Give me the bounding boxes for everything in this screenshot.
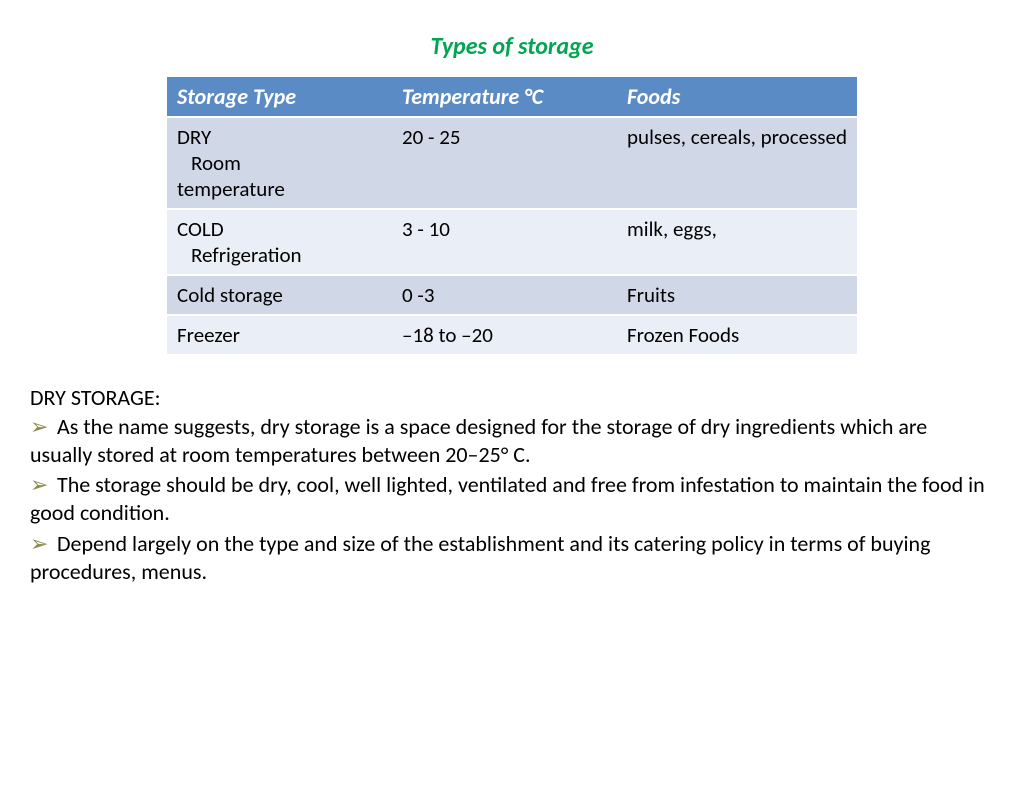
dry-storage-section: DRY STORAGE: ➢ As the name suggests, dry… <box>30 384 994 586</box>
list-item: ➢ The storage should be dry, cool, well … <box>30 471 994 527</box>
cell-temperature: 0 -3 <box>392 276 617 314</box>
table-row: Cold storage0 -3Fruits <box>167 276 857 314</box>
cell-temperature: –18 to –20 <box>392 316 617 354</box>
list-item: ➢ As the name suggests, dry storage is a… <box>30 413 994 469</box>
bullet-text: The storage should be dry, cool, well li… <box>30 471 985 526</box>
cell-temperature: 3 - 10 <box>392 210 617 274</box>
cell-foods: milk, eggs, <box>617 210 857 274</box>
cell-storage-type: Freezer <box>167 316 392 354</box>
column-header: Foods <box>617 77 857 116</box>
list-item: ➢ Depend largely on the type and size of… <box>30 530 994 586</box>
page-title: Types of storage <box>0 32 1024 61</box>
bullet-list: ➢ As the name suggests, dry storage is a… <box>30 413 994 586</box>
bullet-arrow-icon: ➢ <box>30 413 52 441</box>
cell-foods: Frozen Foods <box>617 316 857 354</box>
table-row: DRYRoomtemperature20 - 25pulses, cereals… <box>167 118 857 208</box>
column-header: Storage Type <box>167 77 392 116</box>
column-header: Temperature °C <box>392 77 617 116</box>
cell-temperature: 20 - 25 <box>392 118 617 208</box>
cell-foods: pulses, cereals, processed <box>617 118 857 208</box>
table-row: COLDRefrigeration3 - 10milk, eggs, <box>167 210 857 274</box>
section-title: DRY STORAGE: <box>30 384 994 411</box>
cell-storage-type: Cold storage <box>167 276 392 314</box>
cell-storage-type: DRYRoomtemperature <box>167 118 392 208</box>
storage-table: Storage TypeTemperature °CFoods DRYRoomt… <box>167 75 857 356</box>
table-header: Storage TypeTemperature °CFoods <box>167 77 857 116</box>
table-body: DRYRoomtemperature20 - 25pulses, cereals… <box>167 118 857 354</box>
bullet-text: Depend largely on the type and size of t… <box>30 530 930 585</box>
bullet-arrow-icon: ➢ <box>30 530 52 558</box>
bullet-arrow-icon: ➢ <box>30 471 52 499</box>
cell-storage-type: COLDRefrigeration <box>167 210 392 274</box>
bullet-text: As the name suggests, dry storage is a s… <box>30 413 927 468</box>
table-row: Freezer–18 to –20Frozen Foods <box>167 316 857 354</box>
cell-foods: Fruits <box>617 276 857 314</box>
